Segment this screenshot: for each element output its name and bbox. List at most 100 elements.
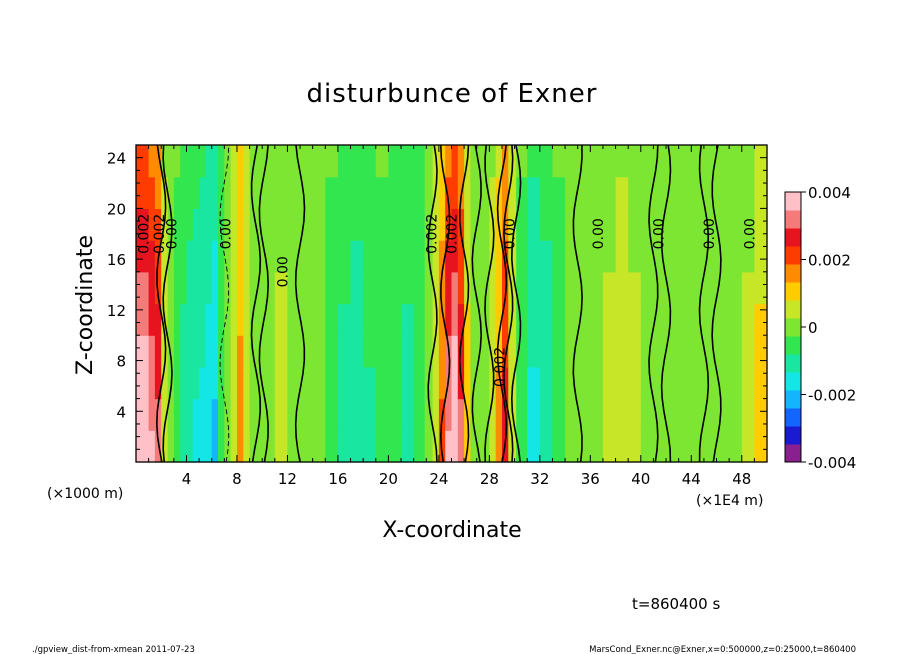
heatmap-cell	[754, 366, 768, 400]
heatmap-cell	[602, 176, 617, 209]
heatmap-cell	[470, 240, 478, 273]
heatmap-cell	[186, 176, 194, 209]
heatmap-cell	[224, 145, 232, 178]
heatmap-cell	[552, 303, 566, 336]
heatmap-cell	[263, 366, 276, 400]
heatmap-cell	[148, 240, 156, 273]
heatmap-cell	[495, 303, 503, 336]
heatmap-cell	[703, 366, 718, 400]
heatmap-cell	[173, 176, 181, 209]
heatmap-cell	[653, 366, 667, 400]
heatmap-cell	[263, 335, 276, 368]
heatmap-cell	[230, 240, 238, 273]
heatmap-cell	[615, 303, 629, 336]
colorbar-swatch	[785, 300, 801, 319]
heatmap-cell	[516, 335, 528, 368]
y-axis: 4 8 12 16 20 24	[107, 144, 767, 463]
contour-line	[439, 144, 451, 463]
heatmap-cell	[539, 430, 553, 463]
contour-line	[484, 144, 495, 463]
heatmap-cell	[148, 303, 156, 336]
heatmap-cell	[653, 335, 667, 368]
contour-label: 0.002	[424, 214, 440, 254]
heatmap-cell	[691, 271, 705, 305]
heatmap-cell	[263, 430, 276, 463]
heatmap-cell	[470, 176, 478, 209]
heatmap-cell	[154, 271, 162, 305]
contour-label: 0.00	[503, 218, 519, 249]
heatmap-cell	[445, 176, 453, 209]
heatmap-cell	[205, 335, 213, 368]
heatmap-cell	[274, 271, 288, 305]
heatmap-cell	[438, 271, 446, 305]
heatmap-cell	[300, 145, 314, 178]
heatmap-cell	[337, 303, 352, 336]
heatmap-cell	[186, 145, 194, 178]
heatmap-cell	[224, 366, 232, 400]
heatmap-cell	[148, 366, 156, 400]
heatmap-cell	[401, 145, 415, 178]
contour-label: 0.002	[445, 214, 461, 254]
heatmap-cell	[691, 430, 705, 463]
heatmap-cell	[388, 176, 402, 209]
heatmap-cell	[565, 398, 579, 431]
heatmap-cell	[199, 335, 206, 368]
heatmap-cell	[539, 366, 553, 400]
heatmap-cell	[325, 145, 339, 178]
heatmap-cell	[703, 398, 718, 431]
heatmap-cell	[375, 398, 389, 431]
contour-label: 0.00	[652, 218, 668, 249]
heatmap-cell	[451, 240, 459, 273]
heatmap-cell	[211, 303, 219, 336]
heatmap-cell	[375, 176, 389, 209]
heatmap-cell	[249, 398, 257, 431]
heatmap-cell	[470, 335, 478, 368]
heatmap-cell	[312, 240, 326, 273]
contour-line	[503, 144, 514, 463]
heatmap-cell	[424, 430, 434, 463]
heatmap-cell	[516, 176, 528, 209]
heatmap-cell	[438, 430, 446, 463]
heatmap-cell	[274, 335, 288, 368]
heatmap-cell	[552, 398, 566, 431]
heatmap-cell	[401, 240, 415, 273]
colorbar-swatch	[785, 264, 801, 283]
footer-right: MarsCond_Exner.nc@Exner,x=0:500000,z=0:2…	[589, 645, 856, 654]
contour-label: 0.00	[275, 256, 291, 287]
heatmap-cell	[691, 303, 705, 336]
x-tick-label: 24	[429, 470, 448, 488]
heatmap-cell	[527, 366, 541, 400]
colorbar-swatch	[785, 408, 801, 427]
y-tick-label: 20	[107, 200, 126, 218]
heatmap-cell	[312, 303, 326, 336]
heatmap-cell	[274, 176, 288, 209]
heatmap-cell	[508, 335, 517, 368]
heatmap-cell	[565, 430, 579, 463]
heatmap-cell	[470, 303, 478, 336]
heatmap-cell	[602, 271, 617, 305]
heatmap-cell	[527, 398, 541, 431]
heatmap-cell	[325, 335, 339, 368]
heatmap-cell	[590, 303, 604, 336]
y-unit-label: (×1000 m)	[47, 486, 123, 502]
heatmap-cell	[148, 145, 156, 178]
heatmap-cell	[337, 176, 352, 209]
heatmap-cell	[451, 271, 459, 305]
heatmap-cell	[678, 145, 692, 178]
heatmap-cell	[741, 240, 755, 273]
contour-line	[258, 144, 270, 463]
heatmap-cell	[424, 271, 434, 305]
colorbar-swatch	[785, 390, 801, 409]
heatmap-cell	[363, 271, 377, 305]
heatmap-cell	[716, 176, 730, 209]
heatmap-cell	[401, 398, 415, 431]
heatmap-cell	[741, 335, 755, 368]
heatmap-cell	[495, 430, 503, 463]
heatmap-cell	[388, 303, 402, 336]
heatmap-cell	[483, 430, 490, 463]
heatmap-cell	[218, 240, 225, 273]
heatmap-cell	[716, 335, 730, 368]
colorbar-swatch	[785, 210, 801, 229]
heatmap-cell	[173, 430, 181, 463]
heatmap-cell	[489, 176, 497, 209]
